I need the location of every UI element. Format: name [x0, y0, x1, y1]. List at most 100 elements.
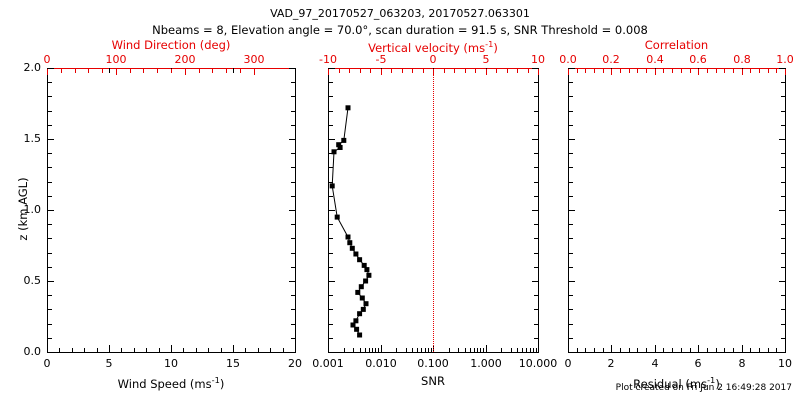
panel-snr-top-xtick-minor [391, 69, 392, 73]
panel-snr-ytick-major [329, 210, 335, 211]
panel-residual-top-xtick-minor [768, 69, 769, 73]
panel-residual-ytick-minor [569, 167, 573, 168]
panel-wind-ytick-minor-right [291, 309, 295, 310]
panel-snr-top-xtick-minor [423, 69, 424, 73]
panel-residual-xtick-minor [663, 348, 664, 352]
panel-residual-axis-top [568, 68, 786, 69]
panel-snr-xtick-minor [431, 348, 432, 352]
yticklabel: 1.5 [23, 132, 42, 145]
panel-snr-xtick-minor [406, 348, 407, 352]
panel-residual-xtick-minor [577, 348, 578, 352]
panel-snr-axis-right [538, 68, 539, 353]
panel-residual-top-xtick-minor [776, 69, 777, 73]
panel-residual-ytick-minor [569, 238, 573, 239]
panel-snr-xticklabel: 10.000 [518, 357, 558, 370]
panel-residual-top-xtick-minor [629, 69, 630, 73]
panel-wind-xtick-major-top [233, 68, 234, 73]
panel-wind-xtick-major [171, 345, 172, 352]
panel-wind-xlabel: Wind Speed (ms-1) [117, 375, 225, 391]
panel-wind-xticklabel: 10 [164, 357, 178, 370]
panel-snr-xtick-major [381, 345, 382, 352]
panel-residual-xticklabel: 4 [651, 357, 659, 370]
panel-snr-ytick-major [329, 281, 335, 282]
panel-snr-xtick-minor [365, 348, 366, 352]
panel-wind-top-xtick-major [254, 69, 255, 75]
panel-wind-ytick-minor [48, 153, 52, 154]
panel-snr-xtick-minor [425, 348, 426, 352]
panel-snr-top-xtick-minor [454, 69, 455, 73]
panel-wind-ytick-minor [48, 338, 52, 339]
panel-snr-xtick-minor [458, 348, 459, 352]
panel-residual-top-xtick-minor [750, 69, 751, 73]
panel-snr-xtick-minor [501, 348, 502, 352]
panel-residual-top-xlabel: Correlation [644, 38, 709, 52]
panel-snr-ytick-minor-right [534, 238, 538, 239]
panel-snr-zero-reference-line [433, 69, 434, 352]
panel-snr-xtick-minor [417, 348, 418, 352]
panel-residual-xtick-minor [594, 348, 595, 352]
panel-residual-xtick-major [655, 345, 656, 352]
panel-residual-top-xtick-minor [637, 69, 638, 73]
panel-snr-xtick-minor [511, 348, 512, 352]
panel-snr-ytick-minor-right [534, 253, 538, 254]
panel-residual-top-xtick-minor [646, 69, 647, 73]
panel-residual-top-xtick-major [611, 69, 612, 75]
panel-wind-ytick-minor [48, 324, 52, 325]
panel-residual-ytick-minor [569, 111, 573, 112]
yticklabel: 0.0 [23, 345, 42, 358]
panel-wind-ytick-minor [48, 182, 52, 183]
panel-wind-top-xticklabel: 0 [43, 53, 51, 66]
panel-snr-top-xtick-minor [496, 69, 497, 73]
panel-residual-xticklabel: 0 [564, 357, 572, 370]
panel-wind-xtick-minor [258, 348, 259, 352]
panel-snr-ytick-minor-right [534, 224, 538, 225]
yticklabel: 2.0 [23, 61, 42, 74]
panel-snr-ytick-minor [329, 295, 333, 296]
panel-residual-top-xtick-minor [724, 69, 725, 73]
panel-residual-ytick-minor [569, 338, 573, 339]
panel-wind-top-xtick-minor [240, 69, 241, 73]
panel-residual-top-xtick-minor [733, 69, 734, 73]
snr-marker [359, 295, 365, 301]
panel-residual-xtick-minor [672, 348, 673, 352]
panel-residual-ytick-major-right [779, 281, 785, 282]
plot-credit: Plot created on Fri Jun 2 16:49:28 2017 [615, 383, 792, 393]
panel-snr-axis-bottom [328, 352, 539, 353]
panel-wind-xtick-major [295, 345, 296, 352]
panel-residual-ytick-minor [569, 82, 573, 83]
panel-wind-top-xtick-minor [102, 69, 103, 73]
panel-wind-ytick-minor-right [291, 125, 295, 126]
panel-snr-top-xtick-minor [528, 69, 529, 73]
panel-wind-ytick-minor [48, 82, 52, 83]
panel-residual-xtick-minor [585, 348, 586, 352]
panel-wind-xtick-minor [97, 348, 98, 352]
panel-residual-ytick-minor-right [781, 125, 785, 126]
panel-snr-xtick-minor [526, 348, 527, 352]
panel-snr-ytick-minor [329, 82, 333, 83]
panel-snr-top-xtick-major [538, 69, 539, 75]
panel-residual-xtick-minor [620, 348, 621, 352]
snr-marker [336, 142, 342, 148]
snr-marker [334, 214, 340, 220]
snr-marker [357, 257, 363, 263]
panel-residual-ytick-minor [569, 125, 573, 126]
panel-snr-xticklabel: 0.010 [365, 357, 397, 370]
panel-snr-ytick-minor-right [534, 295, 538, 296]
panel-snr-xtick-minor [369, 348, 370, 352]
panel-snr-top-xtick-minor [360, 69, 361, 73]
panel-residual-xtick-major [785, 345, 786, 352]
panel-residual-xtick-major [742, 345, 743, 352]
panel-residual-xtick-minor [690, 348, 691, 352]
snr-marker [347, 240, 353, 246]
snr-marker [329, 183, 335, 189]
panel-residual-ytick-minor-right [781, 182, 785, 183]
panel-snr-ytick-minor [329, 125, 333, 126]
snr-marker [363, 301, 369, 307]
panel-wind-xticklabel: 0 [43, 357, 51, 370]
panel-residual-xlabel: Residual (ms-1) [633, 375, 720, 391]
panel-snr-top-xtick-minor [444, 69, 445, 73]
panel-snr-xtick-minor [480, 348, 481, 352]
panel-snr-ytick-minor-right [534, 96, 538, 97]
panel-residual-ytick-minor-right [781, 324, 785, 325]
panel-snr-xticklabel: 0.001 [312, 357, 344, 370]
